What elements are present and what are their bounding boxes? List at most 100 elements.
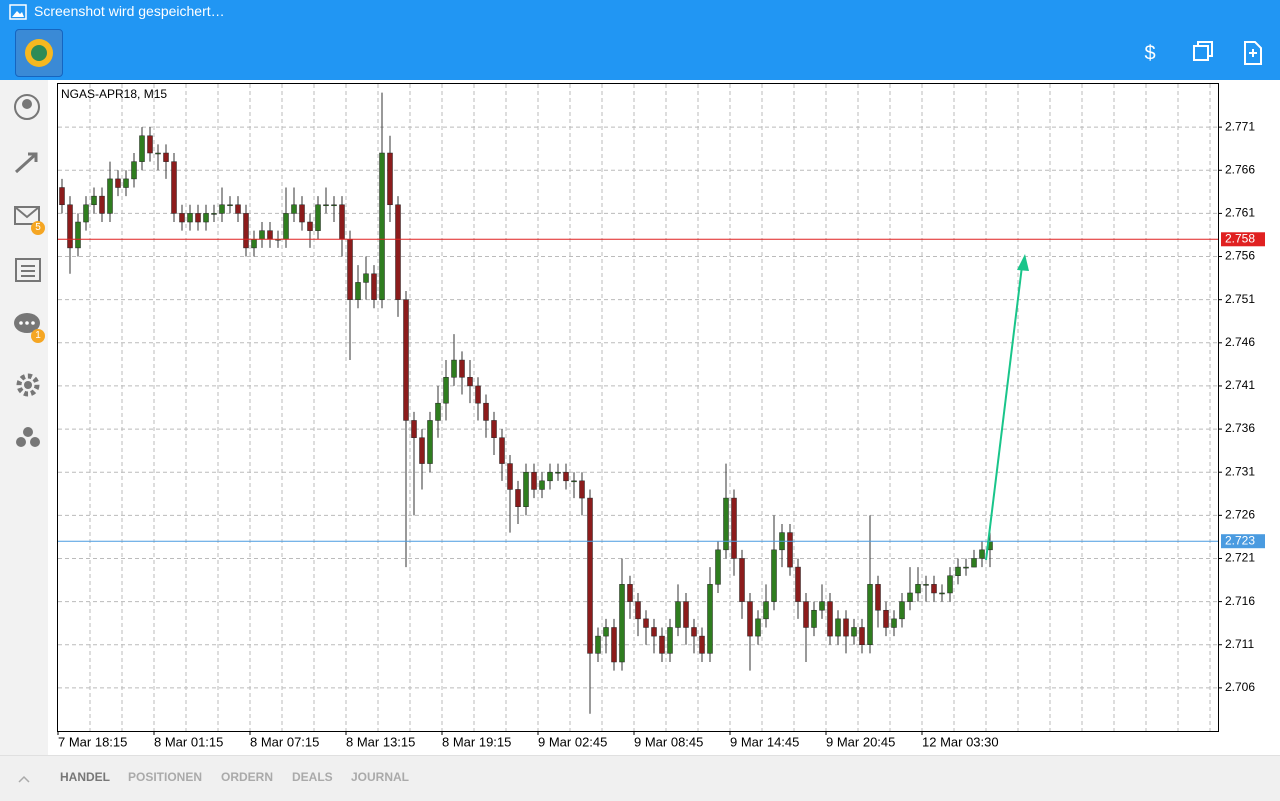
candle-body (579, 480, 585, 499)
candle-body (155, 152, 161, 155)
candle-body (107, 178, 113, 214)
candle-body (899, 601, 905, 620)
sidebar-icons[interactable] (0, 80, 48, 460)
candle-body (363, 273, 369, 283)
candle-body (883, 609, 889, 628)
candle-body (675, 601, 681, 628)
candle-body (203, 213, 209, 223)
candle-body (339, 204, 345, 240)
candle-body (715, 549, 721, 585)
candle-body (947, 575, 953, 594)
candle-body (227, 204, 233, 207)
candle-body (795, 566, 801, 602)
candle-body (747, 601, 753, 637)
candle-body (875, 584, 881, 611)
candle-body (235, 204, 241, 214)
tab[interactable]: JOURNAL (351, 770, 410, 784)
candle-body (435, 402, 441, 421)
candle-body (891, 618, 897, 628)
tab[interactable]: ORDERN (221, 770, 274, 784)
svg-text:$: $ (1144, 42, 1155, 64)
candle-body (267, 230, 273, 240)
candle-body (667, 627, 673, 654)
sidebar: 5 1 (0, 80, 48, 755)
price-label-bg (1221, 232, 1265, 247)
app-icon[interactable] (15, 29, 63, 77)
tab[interactable]: POSITIONEN (128, 770, 203, 784)
candle-body (171, 161, 177, 214)
candle-body (395, 204, 401, 300)
candle-body (467, 377, 473, 387)
x-tick-label: 8 Mar 13:15 (346, 734, 415, 749)
y-tick-label: 2.711 (1225, 637, 1254, 651)
candle-body (531, 471, 537, 490)
candle-body (411, 420, 417, 438)
x-tick-label: 9 Mar 14:45 (730, 734, 799, 749)
candle-body (291, 204, 297, 214)
candle-body (251, 239, 257, 249)
candle-body (739, 558, 745, 602)
candle-body (563, 471, 569, 482)
arrow (985, 254, 1029, 561)
candle-body (515, 489, 521, 507)
candle-body (707, 584, 713, 654)
candle-body (91, 195, 97, 206)
candle-body (195, 213, 201, 223)
collapse-caret[interactable] (17, 774, 31, 784)
candle-body (835, 618, 841, 637)
candle-body (923, 584, 929, 586)
badge: 5 (31, 221, 45, 235)
candle-body (475, 385, 481, 404)
candle-body (115, 178, 121, 188)
candle-body (443, 377, 449, 404)
y-tick-label: 2.706 (1225, 680, 1255, 694)
candle-body (555, 471, 561, 474)
candle-body (787, 532, 793, 568)
tab-bar: HANDEL POSITIONEN ORDERN DEALS JOURNAL (0, 755, 1280, 801)
candle-body (403, 299, 409, 421)
candle-body (963, 566, 969, 569)
plot-frame (57, 83, 1219, 732)
candle-body (619, 584, 625, 663)
candle-body (123, 178, 129, 188)
y-tick-label: 2.771 (1225, 119, 1255, 133)
candle-body (763, 601, 769, 620)
candle-body (851, 627, 857, 637)
candle-body (283, 213, 289, 240)
y-tick-label: 2.761 (1225, 206, 1255, 220)
candle-body (691, 627, 697, 637)
app-logo (25, 39, 53, 67)
x-tick-label: 12 Mar 03:30 (922, 734, 999, 749)
candle-body (907, 592, 913, 602)
candle-body (83, 204, 89, 223)
toolbar-icons[interactable]: $ (1136, 38, 1276, 68)
candle-body (371, 273, 377, 300)
candle-body (979, 549, 985, 559)
tab[interactable]: DEALS (292, 770, 333, 784)
candle-body (347, 239, 353, 300)
candle-body (819, 601, 825, 611)
candle-body (163, 152, 169, 162)
x-tick-label: 8 Mar 01:15 (154, 734, 223, 749)
candle-body (659, 635, 665, 654)
candle-body (547, 471, 553, 482)
candle-body (379, 152, 385, 300)
y-tick-label: 2.756 (1225, 249, 1255, 263)
candle-body (331, 204, 337, 207)
candle-body (355, 282, 361, 300)
candle-body (243, 213, 249, 249)
candle-body (259, 230, 265, 240)
candle-body (611, 627, 617, 663)
tab[interactable]: HANDEL (60, 770, 110, 784)
y-tick-label: 2.716 (1225, 594, 1255, 608)
candle-body (699, 635, 705, 654)
candle-body (803, 601, 809, 628)
candle-body (755, 618, 761, 637)
candle-body (131, 161, 137, 180)
candle-body (387, 152, 393, 206)
candle-body (939, 592, 945, 595)
y-tick-label: 2.726 (1225, 508, 1255, 522)
price-label: 2.758 (1225, 231, 1255, 245)
x-tick-label: 9 Mar 20:45 (826, 734, 895, 749)
